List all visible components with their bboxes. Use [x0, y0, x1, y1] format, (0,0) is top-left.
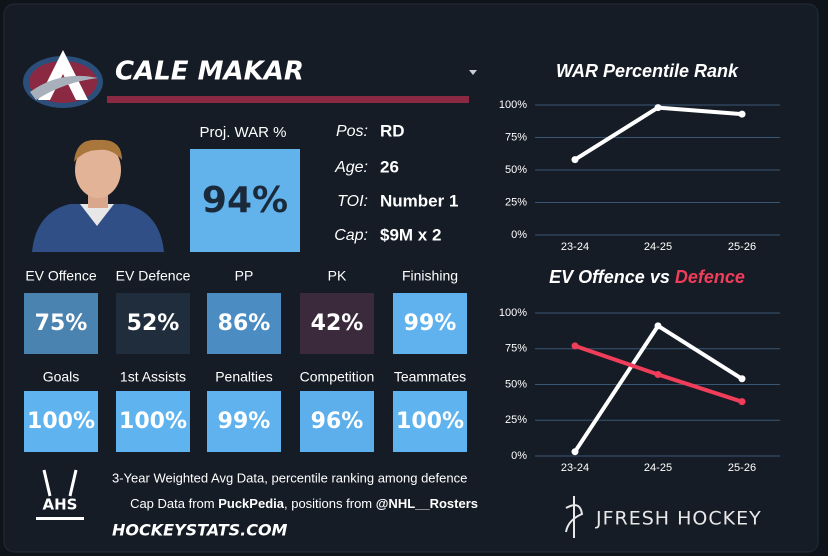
- tile: [300, 391, 374, 452]
- y-tick-label: 50%: [505, 164, 527, 176]
- info-value: $9M x 2: [380, 225, 441, 244]
- team-logo: [23, 50, 103, 108]
- info-list: Pos: RD Age: 26 TOI: Number 1 Cap: $9M x 2: [334, 121, 458, 244]
- x-tick-label: 25-26: [728, 241, 756, 253]
- info-value: RD: [380, 121, 405, 140]
- tile: [393, 293, 467, 354]
- proj-war-label: Proj. WAR %: [200, 124, 287, 141]
- info-key: Pos:: [336, 123, 368, 140]
- tile-value: 100%: [119, 409, 187, 434]
- info-value: Number 1: [380, 191, 458, 210]
- tile-value: 52%: [127, 311, 180, 336]
- tile-label: Finishing: [402, 268, 458, 284]
- tile-label: Goals: [43, 369, 80, 385]
- x-tick-label: 23-24: [561, 462, 589, 474]
- tile-value: 100%: [27, 409, 95, 434]
- tile: [116, 293, 190, 354]
- y-tick-label: 100%: [499, 307, 527, 319]
- tile-label: EV Offence: [25, 268, 97, 284]
- tile-label: 1st Assists: [120, 369, 186, 385]
- point: [654, 322, 662, 330]
- tile-value: 99%: [218, 409, 271, 434]
- info-key: TOI:: [337, 193, 368, 210]
- y-tick-label: 0%: [511, 229, 527, 241]
- tile-value: 99%: [404, 311, 457, 336]
- info-key: Cap:: [334, 227, 368, 244]
- credit-text: , positions from: [284, 496, 376, 511]
- tile-label: PP: [235, 268, 254, 284]
- credit-source: @NHL__Rosters: [376, 496, 478, 511]
- tile: [24, 293, 98, 354]
- charts: 0% 25% 50% 75% 100% 23-24 24-25 25-26 WAR Percen…: [499, 61, 780, 474]
- point: [571, 342, 579, 350]
- y-tick-label: 50%: [505, 378, 527, 390]
- footer-credits: Cap Data from PuckPedia, positions from …: [112, 496, 489, 511]
- x-tick-label: 24-25: [644, 462, 672, 474]
- player-name: CALE MAKAR: [115, 57, 304, 87]
- name-underline: [107, 96, 469, 103]
- y-tick-label: 75%: [505, 131, 527, 143]
- y-tick-label: 25%: [505, 414, 527, 426]
- y-tick-label: 100%: [499, 99, 527, 111]
- point: [571, 156, 579, 164]
- tile-label: Penalties: [215, 369, 273, 385]
- site-name: HOCKEYSTATS.COM: [112, 521, 288, 540]
- x-tick-label: 23-24: [561, 241, 589, 253]
- brand-name: JFRESH HOCKEY: [595, 508, 762, 530]
- tile: [393, 391, 467, 452]
- tile: [207, 391, 281, 452]
- stat-tiles: EV Offence 75% EV Defence 52% PP 86% PK 42% Fini…: [24, 268, 467, 452]
- point: [738, 375, 746, 383]
- proj-war-tile: [190, 149, 300, 252]
- y-tick-label: 75%: [505, 343, 527, 355]
- player-photo: [30, 135, 165, 252]
- tile-label: Teammates: [394, 369, 466, 385]
- dropdown-icon[interactable]: [469, 70, 477, 75]
- tile-value: 42%: [311, 311, 364, 336]
- tile: [116, 391, 190, 452]
- point: [654, 104, 662, 112]
- tile-value: 75%: [35, 311, 88, 336]
- tile-value: 86%: [218, 311, 271, 336]
- y-tick-label: 0%: [511, 450, 527, 462]
- point: [738, 110, 746, 118]
- info-value: 26: [380, 157, 399, 176]
- chart-title-part: WAR Percentile Rank: [556, 61, 739, 81]
- ahs-logo: AHS: [36, 469, 84, 520]
- tile: [207, 293, 281, 354]
- tile-label: Competition: [300, 369, 375, 385]
- chart-title-part: Defence: [675, 267, 745, 287]
- tile: [300, 293, 374, 354]
- brand-logo: [565, 496, 584, 538]
- x-tick-label: 25-26: [728, 462, 756, 474]
- x-tick-label: 24-25: [644, 241, 672, 253]
- ahs-text: AHS: [43, 496, 78, 514]
- proj-war-value: 94%: [202, 180, 288, 221]
- tile: [24, 391, 98, 452]
- info-key: Age:: [334, 159, 368, 176]
- tile-label: EV Defence: [116, 268, 191, 284]
- credit-source: PuckPedia: [218, 496, 285, 511]
- credit-text: Cap Data from: [130, 496, 218, 511]
- footer-note: 3-Year Weighted Avg Data, percentile ran…: [112, 470, 467, 485]
- tile-label: PK: [328, 268, 347, 284]
- tile-value: 96%: [311, 409, 364, 434]
- y-tick-label: 25%: [505, 196, 527, 208]
- chart-title-part: EV Offence vs: [549, 267, 670, 287]
- tile-value: 100%: [396, 409, 464, 434]
- chart-title: EV Offence vs Defence: [549, 267, 745, 287]
- point: [571, 448, 579, 456]
- point: [738, 398, 746, 406]
- point: [654, 370, 662, 378]
- chart-title: WAR Percentile Rank: [556, 61, 739, 81]
